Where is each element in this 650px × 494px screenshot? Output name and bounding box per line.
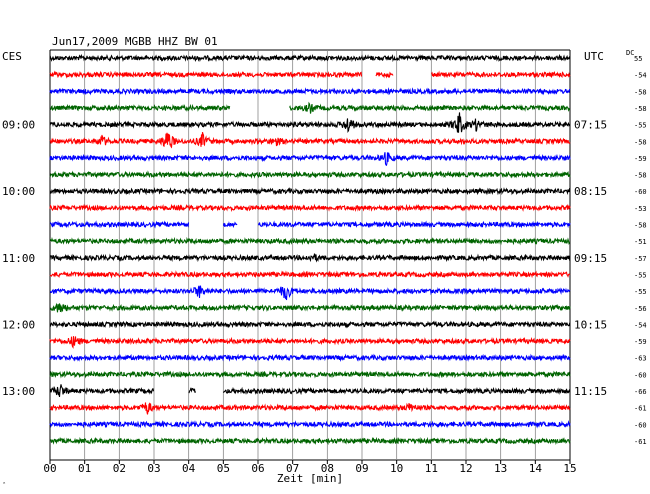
- x-tick-label: 14: [529, 462, 543, 475]
- trace-15: [49, 302, 571, 313]
- x-tick-label: 06: [251, 462, 264, 475]
- x-tick-label: 15: [563, 462, 576, 475]
- dc-offset-label: -58: [634, 88, 647, 96]
- trace-8: [49, 186, 571, 196]
- trace-5: [49, 132, 571, 149]
- hour-label-right: 10:15: [574, 318, 607, 331]
- trace-10: [49, 220, 571, 229]
- x-tick-label: 07: [286, 462, 299, 475]
- trace-14: [49, 285, 571, 301]
- x-axis-ticks: 00 01 02 03 04 05 06 07 08 09 10 11 12 13 14 15: [43, 460, 577, 475]
- dc-offset-label: -54: [634, 72, 647, 80]
- trace-7: [49, 170, 571, 179]
- dc-offset-label: -61: [634, 405, 647, 413]
- x-tick-label: 11: [425, 462, 438, 475]
- hour-label-right: 11:15: [574, 385, 607, 398]
- dc-offset-label: -58: [634, 105, 647, 113]
- dc-offset-label: -55: [634, 122, 647, 130]
- dc-offset-label: -58: [634, 222, 647, 230]
- dc-offset-label: -55: [634, 288, 647, 296]
- dc-offset-label: -59: [634, 155, 647, 163]
- dc-offset-label: -51: [634, 238, 647, 246]
- trace-21: [49, 402, 571, 415]
- trace-16: [49, 320, 571, 329]
- dc-offset-label: 55: [634, 55, 642, 63]
- trace-11: [49, 236, 571, 246]
- trace-23: [49, 436, 571, 446]
- dc-offset-label: -56: [634, 305, 647, 313]
- hour-label-right: 08:15: [574, 185, 607, 198]
- hour-label-left: 11:00: [2, 252, 35, 265]
- trace-17: [49, 336, 571, 349]
- dc-header: DC: [626, 49, 634, 57]
- x-tick-label: 02: [113, 462, 126, 475]
- left-timezone-label: CES: [2, 50, 22, 63]
- trace-9: [49, 203, 571, 213]
- hour-label-left: 12:00: [2, 318, 35, 331]
- right-timezone-label: UTC: [584, 50, 604, 63]
- trace-22: [49, 420, 571, 429]
- x-tick-label: 00: [43, 462, 56, 475]
- dc-offset-label: -59: [634, 338, 647, 346]
- dc-offset-label: -60: [634, 421, 647, 429]
- dc-offset-label: -63: [634, 355, 647, 363]
- dc-offset-labels: 55 -54 -58 -58 -55 -58 -59 -58 -60 -53 -58 -51 -57 -5…: [634, 55, 647, 446]
- hour-label-left: 10:00: [2, 185, 35, 198]
- x-tick-label: 12: [459, 462, 472, 475]
- trace-0: [49, 53, 571, 63]
- x-tick-label: 09: [355, 462, 368, 475]
- x-tick-label: 10: [390, 462, 403, 475]
- x-tick-label: 13: [494, 462, 507, 475]
- dc-offset-label: -66: [634, 388, 647, 396]
- chart-labels: Jun17,2009 MGBB HHZ BW 01 CES UTC DC Zei…: [2, 35, 634, 490]
- trace-18: [49, 353, 571, 362]
- trace-6: [49, 152, 571, 166]
- trace-12: [49, 253, 571, 263]
- x-tick-label: 04: [182, 462, 196, 475]
- dc-offset-label: -58: [634, 172, 647, 180]
- hour-label-right: 07:15: [574, 119, 607, 132]
- seismic-traces: [49, 53, 571, 446]
- x-tick-label: 08: [321, 462, 334, 475]
- dc-offset-label: -60: [634, 188, 647, 196]
- dc-offset-label: -57: [634, 255, 647, 263]
- hour-label-right: 09:15: [574, 252, 607, 265]
- trace-1: [49, 70, 571, 79]
- x-tick-label: 03: [147, 462, 160, 475]
- dc-offset-label: -54: [634, 321, 647, 329]
- trace-4: [49, 112, 571, 134]
- hour-labels: 09:00 10:00 11:00 12:00 13:00 07:15 08:15 09:15…: [2, 119, 607, 398]
- dc-offset-label: -58: [634, 138, 647, 146]
- trace-20: [49, 384, 571, 398]
- trace-19: [49, 370, 571, 379]
- trace-3: [49, 101, 571, 114]
- dc-offset-label: -55: [634, 271, 647, 279]
- dc-offset-label: -53: [634, 205, 647, 213]
- footer-mark: ˆ: [2, 482, 6, 490]
- dc-offset-label: -60: [634, 371, 647, 379]
- chart-title: Jun17,2009 MGBB HHZ BW 01: [52, 35, 218, 48]
- dc-offset-label: -61: [634, 438, 647, 446]
- trace-2: [49, 87, 571, 96]
- x-tick-label: 01: [78, 462, 91, 475]
- hour-label-left: 13:00: [2, 385, 35, 398]
- trace-13: [49, 270, 571, 279]
- hour-label-left: 09:00: [2, 119, 35, 132]
- x-axis-label: Zeit [min]: [277, 472, 343, 485]
- x-tick-label: 05: [217, 462, 230, 475]
